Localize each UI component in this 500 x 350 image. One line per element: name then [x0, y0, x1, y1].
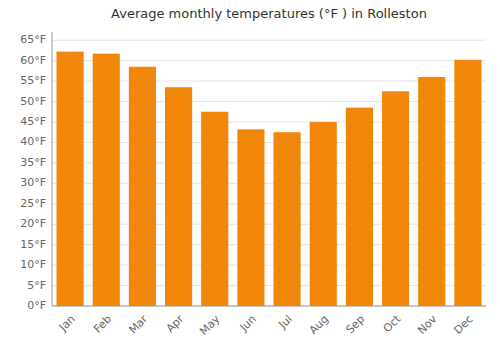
y-axis: 0°F 5°F 10°F 15°F 20°F 25°F 30°F 35°F 40°F 45°F 50…	[20, 32, 52, 312]
y-tick-label: 35°F	[20, 156, 46, 169]
bar	[454, 60, 481, 306]
grid-line	[52, 306, 486, 307]
bar	[93, 54, 120, 306]
bar	[310, 122, 337, 306]
bar	[237, 129, 264, 306]
y-tick-label: 40°F	[20, 135, 46, 148]
y-tick-label: 30°F	[20, 176, 46, 189]
y-tick-label: 10°F	[20, 258, 46, 271]
grid	[52, 40, 486, 306]
y-tick-label: 15°F	[20, 238, 46, 251]
chart-svg: 0°F 5°F 10°F 15°F 20°F 25°F 30°F 35°F 40°F 45°F 50…	[0, 0, 500, 350]
y-tick-label: 25°F	[20, 197, 46, 210]
y-tick-label: 0°F	[27, 299, 46, 312]
y-tick-label: 60°F	[20, 54, 46, 67]
bar	[129, 67, 156, 306]
x-tick-label: Oct	[381, 312, 404, 335]
bar	[201, 112, 228, 306]
chart-container: 0°F 5°F 10°F 15°F 20°F 25°F 30°F 35°F 40°F 45°F 50…	[0, 0, 500, 350]
x-tick-label: Mar	[126, 312, 150, 336]
x-tick-label: Nov	[415, 312, 440, 337]
x-axis-line	[52, 306, 486, 307]
x-tick-label: Jan	[56, 313, 78, 335]
bar	[274, 132, 301, 306]
grid-line	[52, 40, 486, 41]
y-tick-label: 50°F	[20, 95, 46, 108]
y-tick-label: 55°F	[20, 74, 46, 87]
bar	[57, 52, 84, 306]
x-tick-label: Dec	[451, 313, 475, 337]
y-tick-label: 20°F	[20, 217, 46, 230]
y-tick-label: 65°F	[20, 33, 46, 46]
y-tick-label: 5°F	[27, 279, 46, 292]
y-axis-line	[52, 32, 53, 306]
x-axis: Jan Feb Mar Apr May Jun Jul Aug Sep Oct Nov Dec	[52, 306, 486, 338]
x-tick-label: Apr	[164, 312, 187, 335]
x-tick-label: Jul	[276, 313, 295, 332]
x-tick-label: Aug	[307, 313, 331, 337]
bar	[165, 87, 192, 306]
x-tick-label: May	[197, 312, 223, 338]
x-tick-label: Sep	[343, 313, 367, 337]
title: Average monthly temperatures (°F ) in Ro…	[111, 6, 427, 21]
bar	[382, 91, 409, 306]
bar	[346, 108, 373, 306]
y-tick-label: 45°F	[20, 115, 46, 128]
x-tick-label: Feb	[91, 313, 114, 336]
x-tick-label: Jun	[237, 313, 259, 335]
bar	[418, 77, 445, 306]
bars	[57, 52, 482, 306]
